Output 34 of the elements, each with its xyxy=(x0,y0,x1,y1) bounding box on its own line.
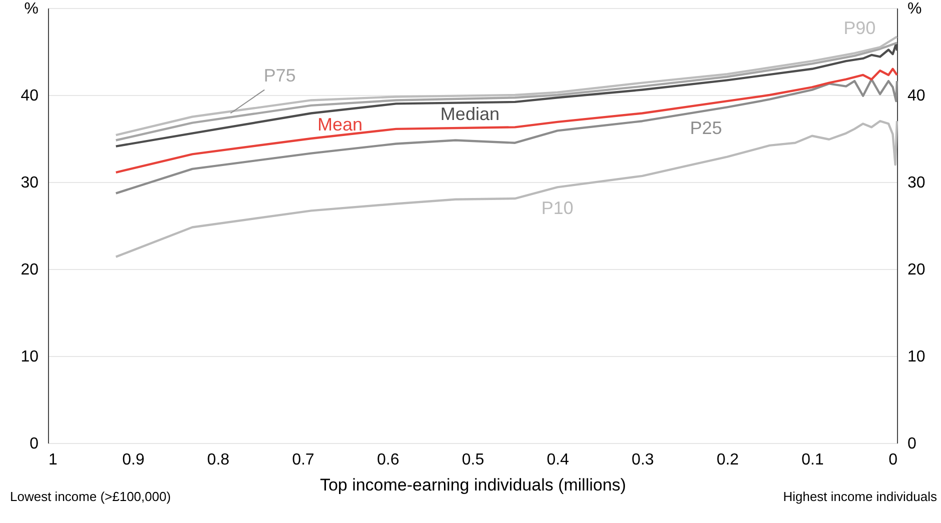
x-tick-label: 1 xyxy=(48,452,58,468)
y2-tick-label: % xyxy=(908,0,922,18)
series-label: P10 xyxy=(541,198,574,218)
series-label: P90 xyxy=(844,18,876,38)
series-label: P25 xyxy=(690,118,722,138)
text: Lowest income (>£100,000) xyxy=(10,489,171,504)
x-tick-label: 0.9 xyxy=(122,452,145,468)
x-tick-label: 0.3 xyxy=(632,452,654,468)
x-tick-label: 0.7 xyxy=(292,452,314,468)
y2-tick-label: 40 xyxy=(908,88,926,104)
line-series xyxy=(114,120,898,258)
text: Highest income individuals xyxy=(783,489,938,504)
x-tick-label: 0.6 xyxy=(376,452,400,468)
x-tick-label: 0.8 xyxy=(207,452,230,468)
x-tick-label: 0 xyxy=(888,452,898,468)
line-series xyxy=(114,68,898,174)
y-tick-label: 20 xyxy=(20,262,39,278)
y-tick-label: 30 xyxy=(20,174,39,192)
y-tick-label: 0 xyxy=(30,436,39,452)
y2-tick-label: 10 xyxy=(908,348,926,366)
y-tick-label: 10 xyxy=(20,348,39,366)
y2-tick-label: 0 xyxy=(908,436,916,452)
x-tick-label: 0.4 xyxy=(546,452,570,468)
y2-tick-label: 30 xyxy=(908,174,926,192)
x-tick-label: 0.1 xyxy=(801,452,824,468)
x-axis-title: Top income-earning individuals (millions) xyxy=(320,476,626,494)
x-tick-label: 0.2 xyxy=(716,452,739,468)
y-tick-label: 40 xyxy=(20,88,39,104)
x-tick-label: 0.5 xyxy=(462,452,484,468)
series-label: P75 xyxy=(264,66,296,86)
series-label: Mean xyxy=(318,114,363,134)
y2-tick-label: 20 xyxy=(908,262,926,278)
series-label: Median xyxy=(440,104,500,124)
y-tick-label: % xyxy=(24,0,38,18)
